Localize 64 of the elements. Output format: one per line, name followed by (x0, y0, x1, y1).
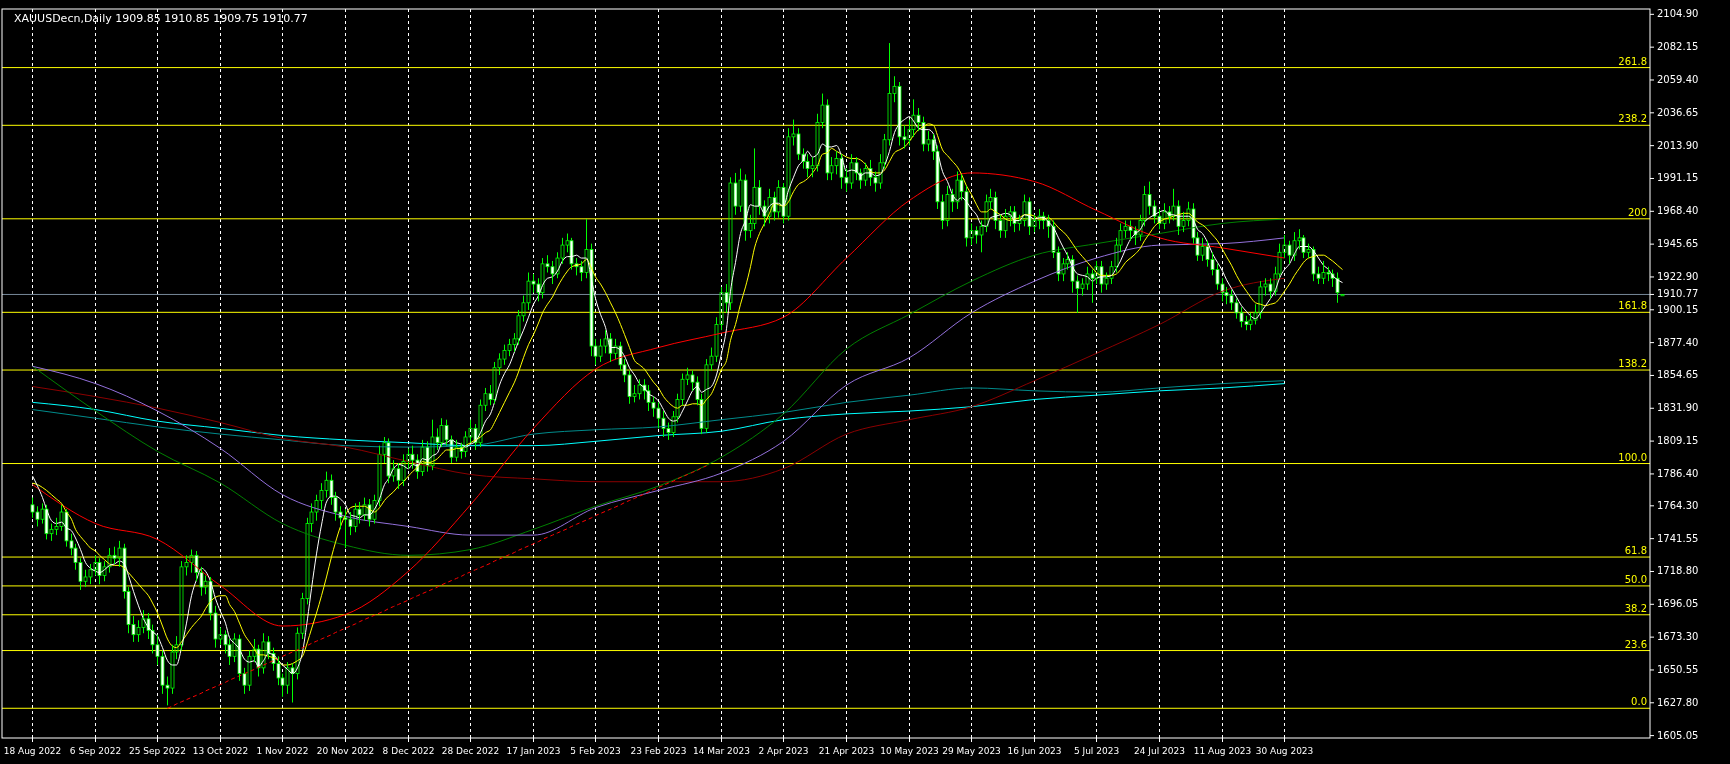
annotation: 38.2 (1624, 602, 1647, 614)
annotation: 161.8 (1618, 300, 1647, 312)
x-tick-label: 30 Aug 2023 (1255, 746, 1314, 756)
x-tick-label: 18 Aug 2022 (3, 746, 62, 756)
x-tick-label: 2 Apr 2023 (758, 746, 809, 756)
y-tick-label: 1877.40 (1657, 336, 1699, 348)
y-tick-label: 2082.15 (1657, 41, 1699, 53)
annotation: 50.0 (1624, 573, 1647, 585)
annotation: 0.0 (1631, 696, 1647, 708)
y-tick-label: 1696.05 (1657, 598, 1699, 610)
annotation: 238.2 (1618, 113, 1647, 125)
annotation: 261.8 (1618, 55, 1647, 67)
y-tick-label: 2059.40 (1657, 74, 1699, 85)
x-tick-label: 1 Nov 2022 (256, 746, 309, 756)
y-tick-label: 1945.65 (1657, 238, 1699, 250)
x-tick-label: 28 Dec 2022 (441, 746, 500, 756)
candlestick (1335, 271, 1340, 304)
x-tick-label: 23 Feb 2023 (630, 746, 687, 756)
y-tick-label: 1650.55 (1657, 663, 1699, 675)
x-tick-label: 13 Oct 2022 (192, 746, 249, 756)
x-tick-label: 16 Jun 2023 (1007, 746, 1062, 756)
y-tick-label: 1922.90 (1657, 270, 1699, 282)
y-tick-label: 1605.05 (1657, 729, 1699, 741)
y-tick-label: 1900.15 (1657, 303, 1699, 315)
line-series (32, 277, 1285, 483)
y-tick-label: 1991.15 (1657, 172, 1699, 184)
y-tick-label: 1968.40 (1657, 205, 1699, 217)
x-tick-label: 6 Sep 2022 (69, 746, 122, 756)
y-tick-label: 1673.30 (1657, 631, 1699, 643)
x-tick-label: 24 Jul 2023 (1134, 746, 1185, 756)
x-tick-label: 29 May 2023 (942, 746, 1001, 756)
line-series (32, 172, 1285, 627)
annotation: 23.6 (1624, 638, 1647, 650)
y-tick-label: 1718.80 (1657, 565, 1699, 577)
y-tick-label: 2036.65 (1657, 106, 1699, 118)
candlestick (984, 194, 989, 233)
x-tick-label: 21 Apr 2023 (818, 746, 875, 756)
x-tick-label: 20 Nov 2022 (316, 746, 375, 756)
y-tick-label: 1741.55 (1657, 532, 1699, 544)
y-tick-label: 2104.90 (1657, 8, 1699, 20)
annotation: 100.0 (1618, 451, 1647, 463)
y-tick-label: 1764.30 (1657, 499, 1699, 511)
annotation: 138.2 (1618, 358, 1647, 370)
chart-title: XAUUSDecn,Daily 1909.85 1910.85 1909.75 1910.77 (14, 12, 308, 25)
candlestick (1330, 269, 1335, 288)
x-tick-label: 11 Aug 2023 (1193, 746, 1252, 756)
x-tick-label: 5 Jul 2023 (1073, 746, 1120, 756)
y-tick-label: 1786.40 (1657, 467, 1699, 479)
x-tick-label: 17 Jan 2023 (506, 746, 561, 756)
y-tick-label: 2013.90 (1657, 139, 1699, 151)
y-tick-label: 1627.80 (1657, 696, 1699, 708)
line-series (167, 465, 707, 709)
y-tick-label: 1809.15 (1657, 435, 1699, 447)
x-tick-label: 5 Feb 2023 (570, 746, 621, 756)
candlestick (93, 554, 98, 577)
x-tick-label: 25 Sep 2022 (128, 746, 187, 756)
y-tick-label: 1854.65 (1657, 369, 1699, 381)
annotation: 61.8 (1624, 545, 1647, 557)
y-tick-label: 1910.77 (1657, 288, 1699, 300)
x-tick-label: 10 May 2023 (880, 746, 939, 756)
x-tick-label: 8 Dec 2022 (382, 746, 435, 756)
x-tick-label: 14 Mar 2023 (692, 746, 751, 756)
y-tick-label: 1831.90 (1657, 402, 1699, 414)
annotation: 200 (1627, 206, 1647, 218)
